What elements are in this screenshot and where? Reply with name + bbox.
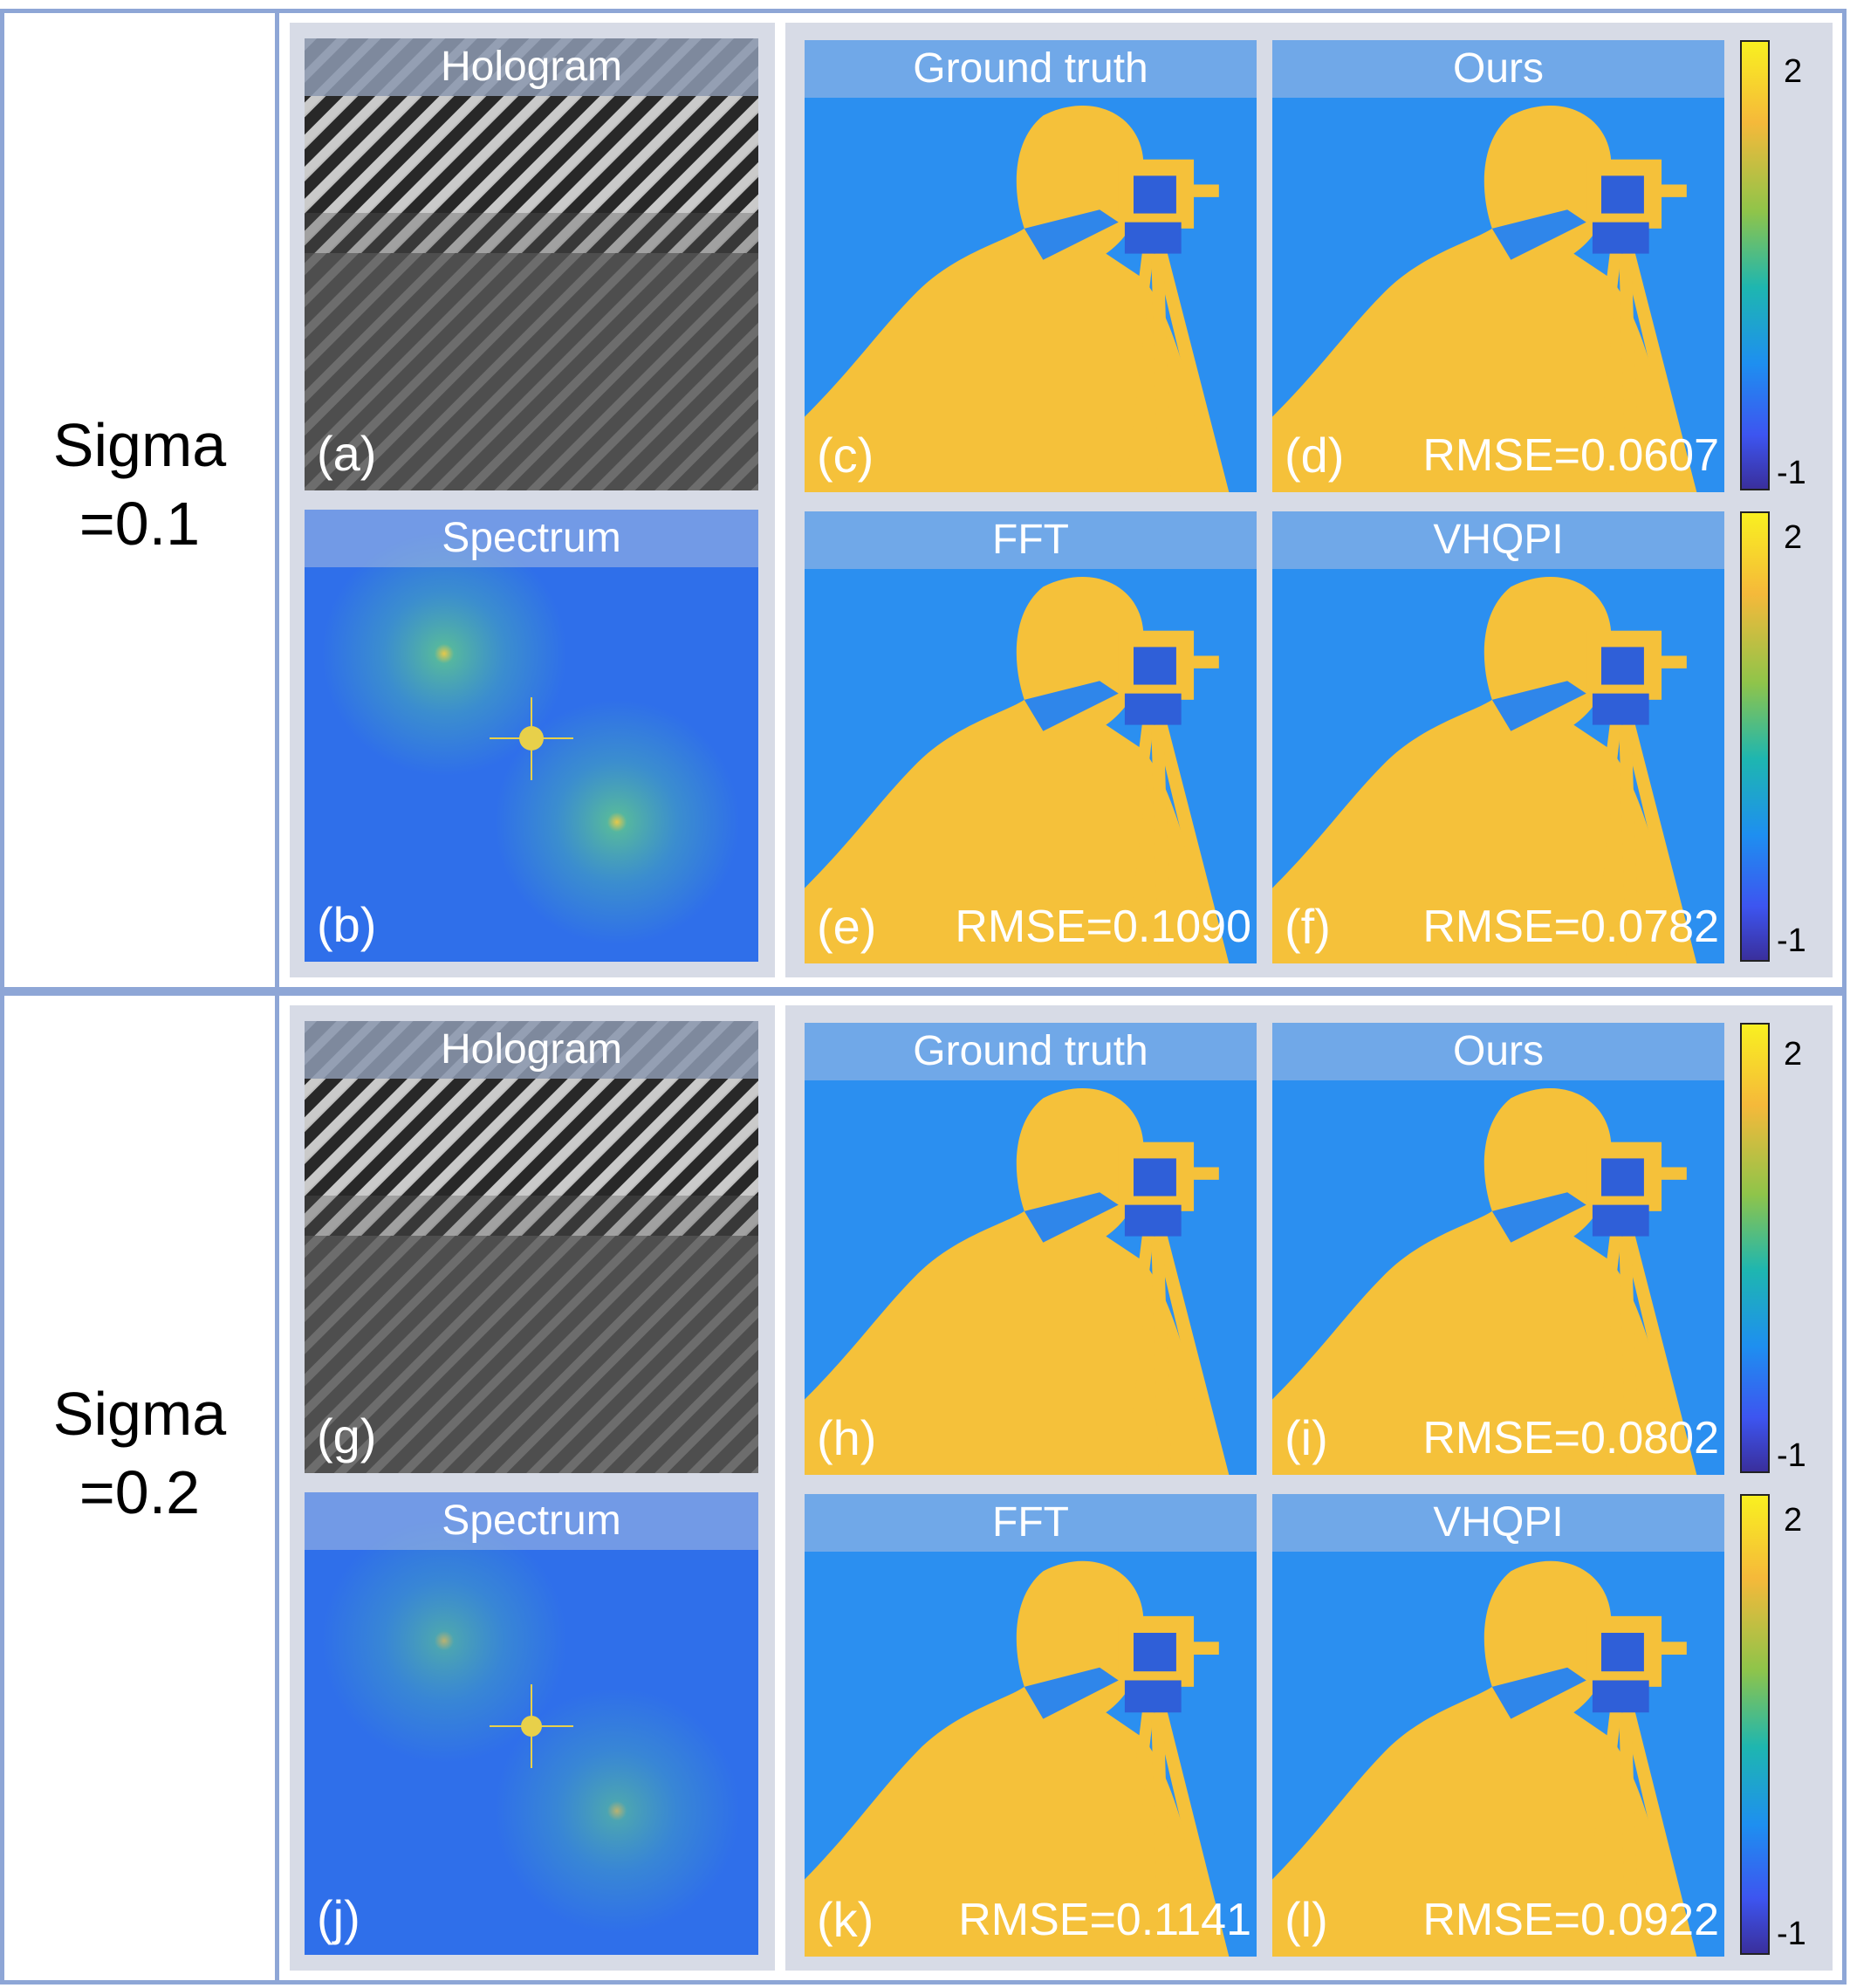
- panel-header: Ours: [1272, 1023, 1724, 1080]
- colorbar-min-label: -1: [1777, 1916, 1806, 1951]
- rmse-label: RMSE=0.1141: [958, 1892, 1251, 1948]
- panel-tag: (e): [817, 899, 876, 955]
- rmse-label: RMSE=0.0782: [1422, 899, 1719, 955]
- phase-panel-k: FFT (k) RMSE=0.1141: [805, 1494, 1257, 1957]
- panel-tag: (k): [817, 1892, 874, 1948]
- panel-header: Ground truth: [805, 40, 1257, 98]
- colorbar-1a: [1740, 40, 1770, 490]
- rmse-label: RMSE=0.0922: [1422, 1892, 1719, 1948]
- panel-header: FFT: [805, 1494, 1257, 1552]
- panel-header: Hologram: [305, 38, 758, 96]
- colorbar-max-label: 2: [1784, 1037, 1802, 1072]
- spectrum-panel-b: Spectrum (b): [305, 510, 758, 962]
- panel-header: FFT: [805, 511, 1257, 569]
- rmse-label: RMSE=0.0802: [1422, 1410, 1719, 1466]
- phase-panel-h: Ground truth (h): [805, 1023, 1257, 1475]
- panel-tag: (i): [1285, 1410, 1328, 1466]
- colorbar-min-label: -1: [1777, 456, 1806, 490]
- spectrum-panel-j: Spectrum (j): [305, 1492, 758, 1955]
- panel-tag: (j): [317, 1890, 360, 1946]
- colorbar-min-label: -1: [1777, 1438, 1806, 1473]
- panel-header: VHQPI: [1272, 511, 1724, 569]
- phase-panel-d: Ours (d) RMSE=0.0607: [1272, 40, 1724, 492]
- panel-tag: (b): [317, 897, 376, 953]
- panel-tag: (d): [1285, 428, 1344, 483]
- phase-panel-f: VHQPI (f) RMSE=0.0782: [1272, 511, 1724, 963]
- panel-tag: (l): [1285, 1892, 1328, 1948]
- panel-tag: (f): [1285, 899, 1331, 955]
- colorbar-max-label: 2: [1784, 1503, 1802, 1538]
- rmse-label: RMSE=0.0607: [1422, 428, 1719, 483]
- row-label-2-line1: Sigma: [0, 1374, 279, 1453]
- phase-panel-e: FFT (e) RMSE=0.1090: [805, 511, 1257, 963]
- hologram-panel-g: Hologram (g): [305, 1021, 758, 1473]
- row-label-1: Sigma =0.1: [0, 406, 279, 563]
- panel-header: Spectrum: [305, 510, 758, 567]
- rmse-label: RMSE=0.1090: [955, 899, 1251, 955]
- row-label-2-line2: =0.2: [0, 1453, 279, 1532]
- phase-panel-c: Ground truth (c): [805, 40, 1257, 492]
- panel-tag: (c): [817, 428, 874, 483]
- hologram-panel-a: Hologram (a): [305, 38, 758, 490]
- row-label-1-line2: =0.1: [0, 484, 279, 563]
- panel-header: VHQPI: [1272, 1494, 1724, 1552]
- colorbar-max-label: 2: [1784, 54, 1802, 89]
- colorbar-2b: [1740, 1494, 1770, 1955]
- panel-tag: (g): [317, 1409, 376, 1464]
- panel-tag: (h): [817, 1410, 876, 1466]
- panel-tag: (a): [317, 426, 376, 482]
- panel-header: Ours: [1272, 40, 1724, 98]
- colorbar-max-label: 2: [1784, 520, 1802, 555]
- phase-panel-i: Ours (i) RMSE=0.0802: [1272, 1023, 1724, 1475]
- panel-header: Ground truth: [805, 1023, 1257, 1080]
- panel-header: Hologram: [305, 1021, 758, 1079]
- colorbar-min-label: -1: [1777, 923, 1806, 958]
- colorbar-2a: [1740, 1023, 1770, 1473]
- colorbar-1b: [1740, 511, 1770, 962]
- row-label-2: Sigma =0.2: [0, 1374, 279, 1532]
- panel-header: Spectrum: [305, 1492, 758, 1550]
- row-label-1-line1: Sigma: [0, 406, 279, 484]
- phase-panel-l: VHQPI (l) RMSE=0.0922: [1272, 1494, 1724, 1957]
